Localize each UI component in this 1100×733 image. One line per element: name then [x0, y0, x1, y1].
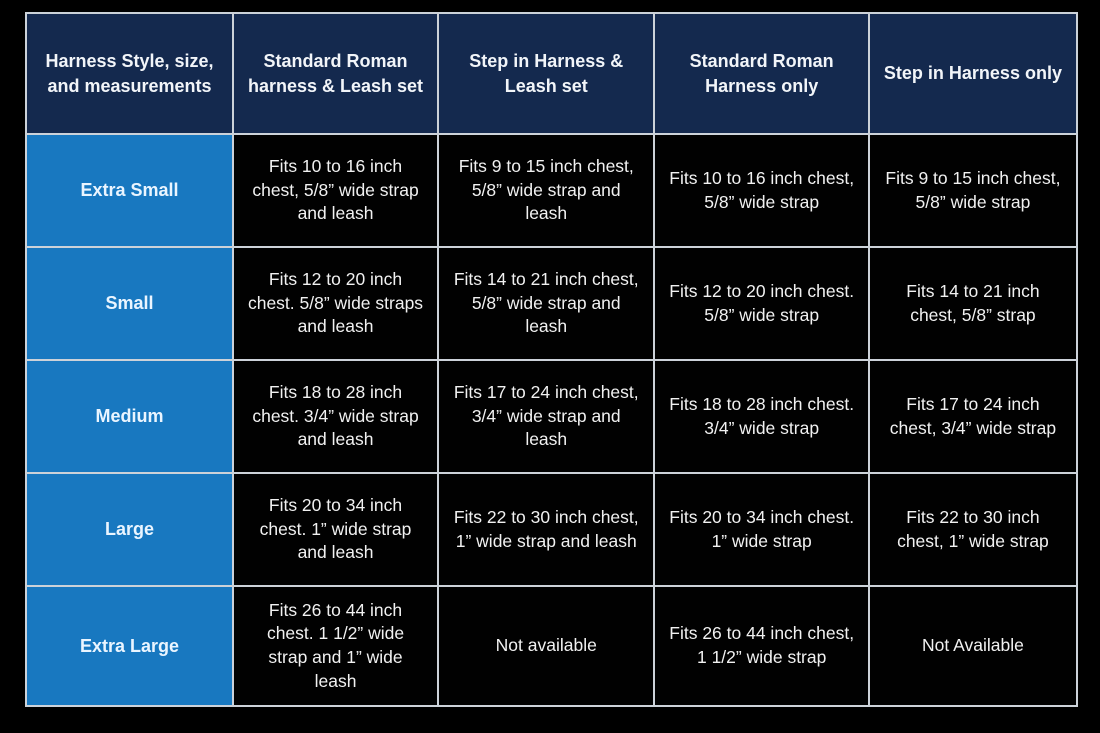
- table-row-extra-large: Extra Large Fits 26 to 44 inch chest. 1 …: [24, 585, 1079, 707]
- size-label-medium: Medium: [24, 359, 235, 474]
- spec-cell: Fits 17 to 24 inch chest, 3/4” wide stra…: [436, 359, 656, 474]
- spec-cell: Fits 9 to 15 inch chest, 5/8” wide strap: [867, 133, 1079, 248]
- header-cell-roman-leash-set: Standard Roman harness & Leash set: [232, 12, 439, 135]
- spec-cell: Fits 20 to 34 inch chest. 1” wide strap: [653, 472, 870, 587]
- spec-cell: Fits 20 to 34 inch chest. 1” wide strap …: [232, 472, 439, 587]
- spec-cell: Fits 18 to 28 inch chest. 3/4” wide stra…: [232, 359, 439, 474]
- spec-cell: Fits 26 to 44 inch chest, 1 1/2” wide st…: [653, 585, 870, 707]
- header-cell-style-size: Harness Style, size, and measurements: [24, 12, 235, 135]
- size-label-extra-large: Extra Large: [24, 585, 235, 707]
- spec-cell: Fits 26 to 44 inch chest. 1 1/2” wide st…: [232, 585, 439, 707]
- harness-size-table: Harness Style, size, and measurements St…: [24, 12, 1079, 707]
- spec-cell: Fits 22 to 30 inch chest, 1” wide strap: [867, 472, 1079, 587]
- size-label-small: Small: [24, 246, 235, 361]
- table-row-medium: Medium Fits 18 to 28 inch chest. 3/4” wi…: [24, 359, 1079, 474]
- header-cell-stepin-only: Step in Harness only: [867, 12, 1079, 135]
- spec-cell: Fits 14 to 21 inch chest, 5/8” wide stra…: [436, 246, 656, 361]
- table-row-small: Small Fits 12 to 20 inch chest. 5/8” wid…: [24, 246, 1079, 361]
- table-row-large: Large Fits 20 to 34 inch chest. 1” wide …: [24, 472, 1079, 587]
- spec-cell: Fits 18 to 28 inch chest. 3/4” wide stra…: [653, 359, 870, 474]
- spec-cell: Fits 22 to 30 inch chest, 1” wide strap …: [436, 472, 656, 587]
- header-cell-roman-only: Standard Roman Harness only: [653, 12, 870, 135]
- spec-cell: Fits 17 to 24 inch chest, 3/4” wide stra…: [867, 359, 1079, 474]
- spec-cell: Fits 12 to 20 inch chest. 5/8” wide stra…: [653, 246, 870, 361]
- spec-cell: Fits 10 to 16 inch chest, 5/8” wide stra…: [653, 133, 870, 248]
- spec-cell: Fits 9 to 15 inch chest, 5/8” wide strap…: [436, 133, 656, 248]
- size-label-extra-small: Extra Small: [24, 133, 235, 248]
- table-row-extra-small: Extra Small Fits 10 to 16 inch chest, 5/…: [24, 133, 1079, 248]
- table-header-row: Harness Style, size, and measurements St…: [24, 12, 1079, 135]
- header-cell-stepin-leash-set: Step in Harness & Leash set: [436, 12, 656, 135]
- spec-cell: Not available: [436, 585, 656, 707]
- spec-cell: Not Available: [867, 585, 1079, 707]
- spec-cell: Fits 10 to 16 inch chest, 5/8” wide stra…: [232, 133, 439, 248]
- spec-cell: Fits 14 to 21 inch chest, 5/8” strap: [867, 246, 1079, 361]
- size-label-large: Large: [24, 472, 235, 587]
- spec-cell: Fits 12 to 20 inch chest. 5/8” wide stra…: [232, 246, 439, 361]
